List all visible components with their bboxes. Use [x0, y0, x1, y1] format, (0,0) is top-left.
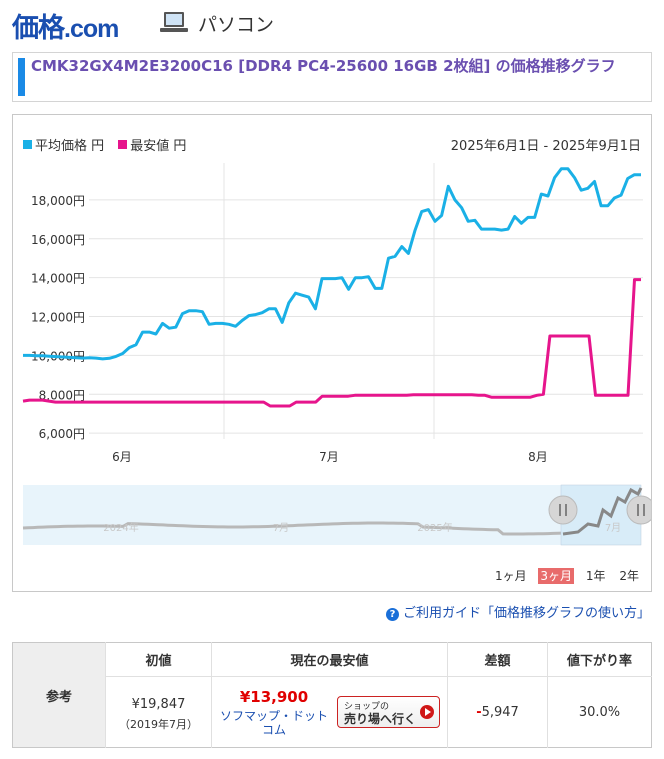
- site-header: 価格.com パソコン: [12, 4, 652, 44]
- y-tick-label: 18,000円: [31, 194, 85, 208]
- navigator-chart[interactable]: 2024年 7月 2025年 7月: [13, 480, 651, 550]
- guide-link[interactable]: ? ご利用ガイド「価格推移グラフの使い方」: [385, 602, 650, 621]
- drop-rate: 30.0%: [578, 704, 621, 720]
- y-tick-label: 8,000円: [39, 388, 85, 402]
- range-button-1m[interactable]: 1ヶ月: [494, 569, 527, 583]
- legend-swatch-avg: [23, 140, 32, 149]
- range-button-1y[interactable]: 1年: [585, 569, 606, 583]
- navigator-label: 7月: [605, 522, 621, 534]
- legend-label-min: 最安値 円: [130, 139, 187, 154]
- initial-price-cell: ¥19,847 （2019年7月）: [105, 676, 212, 748]
- shop-button-subtext: ショップの: [344, 702, 390, 712]
- price-history-chart[interactable]: 6,000円8,000円10,000円12,000円14,000円16,000円…: [13, 155, 651, 475]
- logo-text: 価格: [12, 13, 65, 43]
- navigator-history-line: [22, 521, 574, 536]
- header-difference: 差額: [447, 642, 548, 677]
- navigator-label: 2024年: [103, 521, 138, 534]
- y-tick-label: 12,000円: [31, 311, 85, 325]
- initial-price: ¥19,847: [131, 696, 186, 712]
- row-label: 参考: [12, 642, 106, 748]
- chart-panel: 平均価格 円 最安値 円 2025年6月1日 - 2025年9月1日 6,000…: [12, 114, 652, 592]
- navigator-selected-line: [562, 487, 643, 536]
- current-min-price: ¥13,900: [239, 687, 309, 706]
- difference-cell: -5,947: [447, 676, 548, 748]
- x-tick-label: 8月: [528, 450, 548, 464]
- difference-sign: -: [476, 704, 482, 720]
- legend-item-avg[interactable]: 平均価格 円: [23, 139, 104, 154]
- initial-date: （2019年7月）: [119, 717, 198, 731]
- difference-value: 5,947: [481, 704, 519, 720]
- navigator-background: [23, 485, 641, 545]
- guide-link-text: ご利用ガイド「価格推移グラフの使い方」: [402, 606, 650, 621]
- current-min-cell: ¥13,900 ソフマップ・ドット コム ショップの 売り場へ行く: [211, 676, 448, 748]
- date-range: 2025年6月1日 - 2025年9月1日: [450, 139, 641, 154]
- play-arrow-icon: [420, 705, 434, 719]
- navigator-handle-left[interactable]: [548, 495, 578, 525]
- range-button-3m[interactable]: 3ヶ月: [538, 568, 575, 584]
- min-price-line: [22, 278, 641, 408]
- header-drop-rate: 値下がり率: [547, 642, 652, 677]
- page-title: CMK32GX4M2E3200C16 [DDR4 PC4-25600 16GB …: [31, 57, 616, 75]
- x-tick-label: 7月: [319, 450, 339, 464]
- header-initial-price: 初値: [105, 642, 212, 677]
- plot-area: [89, 163, 643, 439]
- navigator-label: 2025年: [417, 521, 452, 534]
- help-icon: ?: [385, 608, 399, 621]
- logo-suffix: .com: [64, 15, 119, 43]
- drop-rate-cell: 30.0%: [547, 676, 652, 748]
- laptop-icon: [160, 12, 188, 32]
- avg-price-line: [23, 167, 641, 361]
- title-box: CMK32GX4M2E3200C16 [DDR4 PC4-25600 16GB …: [12, 52, 652, 102]
- y-tick-label: 6,000円: [39, 427, 85, 441]
- range-button-2y[interactable]: 2年: [619, 569, 639, 583]
- shop-name-link[interactable]: ソフマップ・ドット コム: [219, 708, 328, 737]
- range-buttons: 1ヶ月 3ヶ月 1年 2年: [487, 567, 641, 584]
- legend-swatch-min: [118, 140, 128, 149]
- go-to-shop-button[interactable]: ショップの 売り場へ行く: [337, 696, 440, 728]
- header-current-min: 現在の最安値: [211, 642, 448, 677]
- reference-table: 参考 初値 現在の最安値 差額 値下がり率 ¥19,847 （2019年7月） …: [12, 642, 652, 748]
- legend-item-min[interactable]: 最安値 円: [118, 139, 186, 154]
- navigator-handle-right[interactable]: [626, 495, 651, 525]
- kakaku-logo[interactable]: 価格.com: [12, 6, 119, 45]
- title-accent-bar: [18, 58, 25, 96]
- legend-label-avg: 平均価格 円: [35, 139, 105, 154]
- category-label[interactable]: パソコン: [198, 14, 275, 36]
- chart-legend: 平均価格 円 最安値 円: [23, 135, 196, 154]
- y-tick-label: 16,000円: [31, 233, 85, 247]
- x-tick-label: 6月: [112, 450, 132, 464]
- y-tick-label: 14,000円: [31, 272, 85, 286]
- navigator-label: 7月: [273, 522, 289, 534]
- shop-button-label: 売り場へ行く: [344, 712, 417, 726]
